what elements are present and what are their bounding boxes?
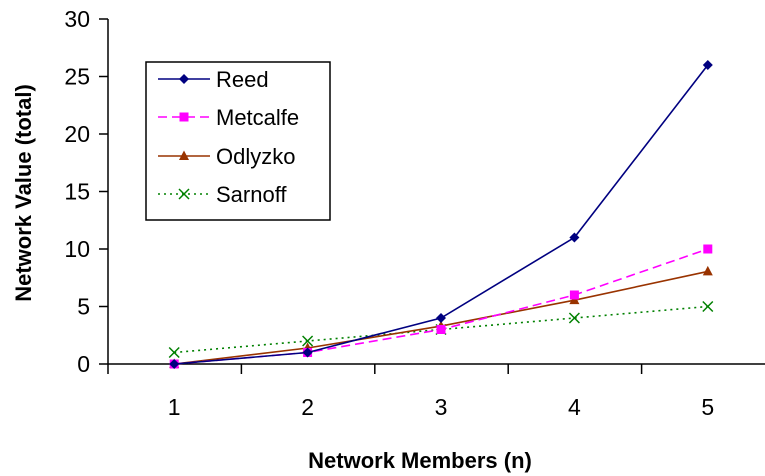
data-point-metcalfe [436, 325, 446, 334]
y-tick-label: 0 [77, 351, 90, 377]
series-metcalfe [169, 244, 713, 369]
data-point-reed [169, 359, 180, 369]
x-ticks: 1 2 3 4 5 [107, 364, 714, 420]
data-point-sarnoff [168, 346, 180, 359]
y-axis-title: Network Value (total) [11, 84, 36, 302]
data-point-odlyzko [702, 265, 713, 276]
y-tick-label: 25 [64, 64, 90, 90]
data-point-sarnoff [568, 312, 580, 324]
legend-label-sarnoff: Sarnoff [216, 182, 287, 207]
y-tick-label: 30 [64, 6, 90, 32]
series-layer [168, 60, 714, 369]
x-axis-title: Network Members (n) [308, 448, 532, 473]
data-point-reed [702, 60, 713, 70]
legend-marker-reed [179, 74, 189, 84]
legend-marker-sarnoff [178, 188, 190, 200]
x-marker-stroke [702, 300, 714, 313]
x-marker-stroke [568, 312, 580, 324]
y-tick-label: 15 [64, 179, 90, 205]
series-line-metcalfe [174, 248, 709, 365]
data-point-sarnoff [302, 335, 314, 347]
x-marker-stroke [302, 335, 314, 347]
x-tick-label: 2 [301, 394, 314, 420]
data-point-reed [436, 313, 446, 323]
legend-label-odlyzko: Odlyzko [216, 144, 295, 169]
x-tick-label: 5 [701, 394, 714, 420]
x-tick-label: 4 [568, 394, 581, 420]
x-tick-label: 3 [435, 394, 448, 420]
legend-marker-odlyzko [179, 150, 189, 160]
legend-label-metcalfe: Metcalfe [216, 105, 299, 130]
data-point-sarnoff [702, 300, 714, 313]
legend-label-reed: Reed [216, 67, 269, 92]
y-tick-label: 10 [64, 236, 90, 262]
data-point-reed [569, 232, 580, 243]
y-ticks: 0 5 10 15 20 25 30 [64, 6, 108, 377]
x-marker-stroke [168, 346, 180, 359]
series-reed [169, 60, 713, 369]
legend: Reed Metcalfe Odlyzko Sarnoff [145, 61, 331, 221]
data-point-reed [302, 347, 313, 358]
y-tick-label: 5 [77, 294, 90, 320]
x-marker-stroke [178, 188, 190, 200]
data-point-metcalfe [569, 290, 579, 300]
x-tick-label: 1 [168, 394, 181, 420]
legend-marker-metcalfe [179, 112, 189, 122]
y-tick-label: 20 [64, 121, 90, 147]
data-point-metcalfe [703, 244, 713, 254]
